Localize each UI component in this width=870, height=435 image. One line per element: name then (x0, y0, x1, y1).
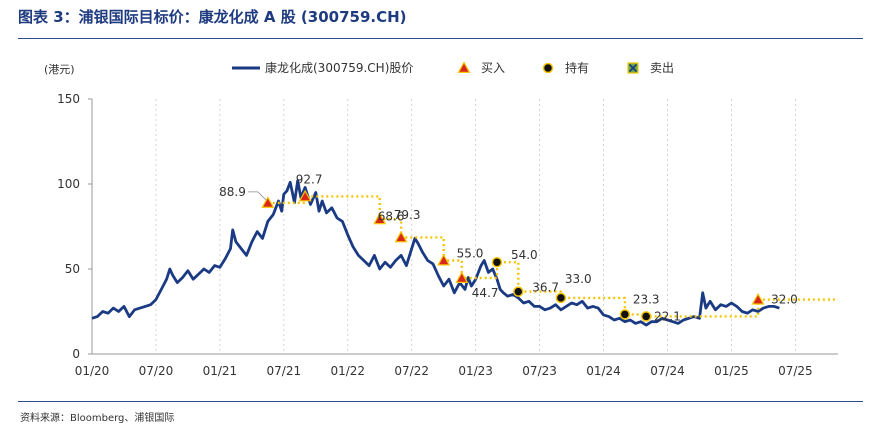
x-tick-label-9: 07/24 (650, 364, 685, 378)
x-tick-label-0: 01/20 (75, 364, 110, 378)
hold-marker-6 (491, 256, 503, 268)
legend-buy-swatch (457, 61, 471, 74)
marker-label-1: 92.7 (296, 172, 323, 186)
y-tick-label-2: 100 (57, 177, 80, 191)
target-price-line (267, 195, 838, 318)
marker-label-9: 23.3 (633, 292, 660, 306)
y-axis-label: (港元) (44, 63, 75, 76)
buy-marker-5 (455, 271, 469, 284)
marker-label-8: 33.0 (565, 272, 592, 286)
figure-title: 图表 3：浦银国际目标价：康龙化成 A 股 (300759.CH) (18, 8, 407, 26)
hold-marker-8 (555, 292, 567, 304)
buy-marker-11 (751, 292, 765, 305)
x-tick-label-2: 01/21 (203, 364, 238, 378)
x-tick-label-7: 07/23 (522, 364, 557, 378)
x-tick-label-10: 01/25 (714, 364, 749, 378)
x-tick-label-8: 01/24 (586, 364, 621, 378)
marker-label-3: 68.6 (378, 209, 405, 223)
y-tick-label-0: 0 (72, 347, 80, 361)
marker-label-10: 22.1 (654, 309, 681, 323)
marker-label-7: 36.7 (532, 281, 559, 295)
marker-label-5: 44.7 (472, 286, 499, 300)
legend-label-buy: 买入 (481, 61, 505, 75)
x-tick-label-5: 07/22 (394, 364, 429, 378)
marker-label-2: 79.3 (394, 208, 421, 222)
series-lines (91, 179, 838, 327)
x-tick-label-3: 07/21 (267, 364, 302, 378)
top-divider (18, 38, 863, 39)
hold-marker-10 (640, 311, 652, 322)
marker-label-11: 32.0 (771, 293, 798, 307)
buy-marker-0 (261, 196, 275, 208)
bottom-divider (18, 401, 863, 402)
price-target-chart: 0 50 100 150 01/20 07/20 01/21 07/21 01/22 07/22 0… (44, 60, 838, 378)
marker-label-4: 55.0 (457, 247, 484, 261)
marker-label-6: 54.0 (511, 248, 538, 262)
marker-label-0: 88.9 (219, 185, 246, 199)
hold-marker-9 (619, 309, 631, 320)
buy-marker-2 (373, 212, 387, 225)
marker-leader-line (247, 191, 267, 201)
legend-label-price: 康龙化成(300759.CH)股价 (265, 60, 413, 75)
y-tick-label-1: 50 (65, 262, 80, 276)
legend-sell-x (628, 63, 638, 73)
y-tick-label-3: 150 (57, 92, 80, 106)
buy-marker-3 (394, 230, 408, 243)
legend: 康龙化成(300759.CH)股价 买入 持有 卖出 (232, 60, 674, 75)
legend-label-sell: 卖出 (650, 61, 674, 75)
buy-marker-4 (437, 253, 451, 266)
x-tick-label-11: 07/25 (778, 364, 813, 378)
legend-hold-swatch (542, 62, 554, 74)
source-note: 资料来源：Bloomberg、浦银国际 (20, 413, 175, 424)
x-tick-label-4: 01/22 (330, 364, 365, 378)
buy-marker-1 (298, 189, 312, 202)
x-tick-label-6: 01/23 (458, 364, 493, 378)
target-markers: 88.9 92.7 79.368.6 55.0 44.7 54.0 36.7 33.0 23.3… (219, 172, 798, 323)
hold-marker-7 (513, 286, 524, 297)
price-line (91, 179, 780, 327)
legend-label-hold: 持有 (565, 60, 589, 75)
axes: 0 50 100 150 01/20 07/20 01/21 07/21 01/22 07/22 0… (44, 63, 838, 378)
x-tick-label-1: 07/20 (139, 364, 174, 378)
